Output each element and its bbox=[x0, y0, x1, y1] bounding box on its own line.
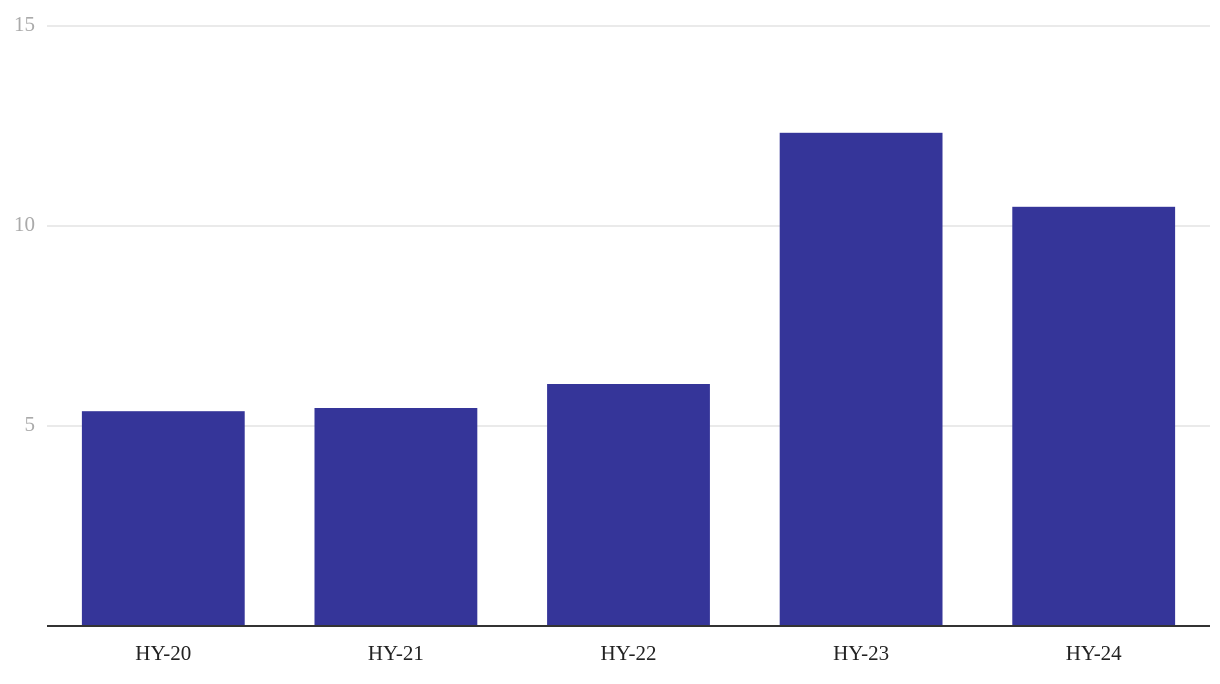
bar bbox=[1012, 206, 1176, 627]
bar bbox=[547, 384, 710, 626]
x-tick-label: HY-20 bbox=[135, 641, 191, 665]
x-tick-label: HY-23 bbox=[833, 641, 889, 665]
y-tick-label: 10 bbox=[14, 212, 35, 236]
y-tick-label: 5 bbox=[25, 412, 36, 436]
x-tick-label: HY-22 bbox=[601, 641, 657, 665]
x-tick-label: HY-24 bbox=[1066, 641, 1122, 665]
x-tick-label: HY-21 bbox=[368, 641, 424, 665]
y-tick-label: 15 bbox=[14, 12, 35, 36]
bar bbox=[779, 132, 943, 627]
bar bbox=[314, 408, 478, 626]
bar bbox=[81, 411, 245, 626]
